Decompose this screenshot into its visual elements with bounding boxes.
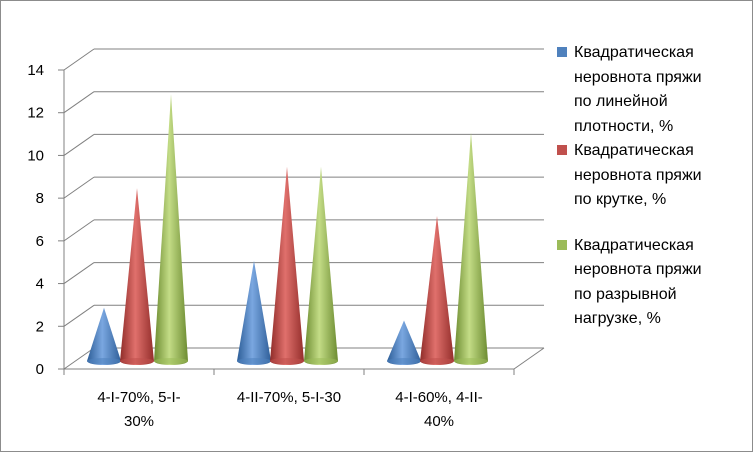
legend-label: Квадратическая <box>574 44 694 61</box>
y-tick-label: 8 <box>36 190 44 207</box>
y-tick-label: 0 <box>36 361 44 378</box>
axis-layer <box>58 69 545 375</box>
cone <box>270 166 304 365</box>
legend-label: по крутке, % <box>574 191 667 208</box>
legend-label: по линейной <box>574 93 668 110</box>
gridline <box>63 48 544 71</box>
cone <box>87 307 121 365</box>
floor-edge <box>513 347 545 370</box>
legend-label: неровнота пряжи <box>574 68 702 86</box>
legend: Квадратическая неровнота пряжи по линейной… <box>557 41 747 332</box>
category-labels: 4-I-70%, 5-I- 30% 4-II-70%, 5-I-30 4-I-60%,… <box>97 389 482 430</box>
cone <box>454 132 488 365</box>
legend-label: неровнота пряжи <box>574 166 702 184</box>
cone <box>387 320 421 365</box>
legend-label: Квадратическая <box>574 142 694 159</box>
cone <box>154 94 188 366</box>
legend-item: Квадратическая неровнота пряжи по крутке, … <box>557 139 747 213</box>
cone <box>120 188 154 365</box>
legend-item: Квадратическая неровнота пряжи по линейной… <box>557 41 747 139</box>
y-tick-label: 10 <box>27 147 44 164</box>
legend-label: Квадратическая <box>574 236 694 254</box>
y-tick-label: 4 <box>36 276 44 293</box>
y-tick-label: 6 <box>36 233 44 250</box>
category-label: 40% <box>424 413 454 430</box>
legend-swatch <box>557 239 567 250</box>
category-label: 4-I-60%, 4-II- <box>395 389 483 406</box>
category-label: 4-II-70%, 5-I-30 <box>237 389 341 406</box>
legend-label: по разрывной <box>574 285 677 303</box>
legend-label: плотности, % <box>574 117 674 135</box>
legend-label: неровнота пряжи <box>574 261 702 278</box>
category-label: 30% <box>124 413 154 430</box>
y-tick-label: 2 <box>36 318 44 335</box>
cones <box>87 94 488 366</box>
legend-item: Квадратическая неровнота пряжи по разрывно… <box>557 234 747 332</box>
category-label: 4-I-70%, 5-I- <box>97 389 180 406</box>
y-tick-labels: 0 2 4 6 8 10 12 14 <box>27 62 44 378</box>
cone <box>304 166 338 365</box>
y-tick-label: 12 <box>27 105 44 122</box>
cone <box>237 260 271 365</box>
legend-label: нагрузке, % <box>574 310 661 327</box>
legend-swatch <box>557 47 567 57</box>
gridline <box>63 91 544 114</box>
y-tick-label: 14 <box>27 62 44 79</box>
legend-swatch <box>557 145 567 155</box>
cone <box>420 215 454 365</box>
